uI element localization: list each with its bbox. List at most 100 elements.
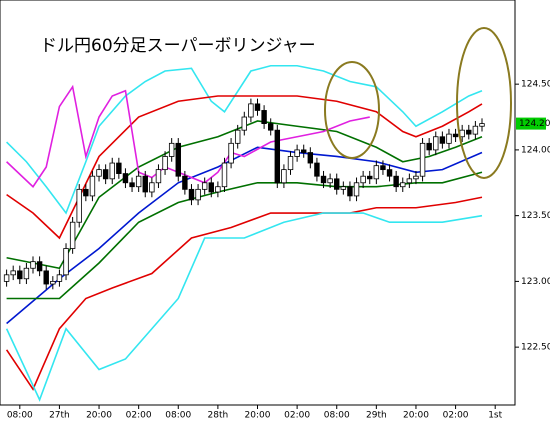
x-tick-label: 27th (49, 411, 70, 421)
candle-body (472, 125, 479, 135)
x-tick-label: 28th (208, 411, 229, 421)
candle-body (400, 182, 406, 188)
plot-layer (3, 64, 485, 402)
candle-body (261, 110, 267, 125)
y-tick-label: 124.50 (521, 80, 550, 90)
candle-body (129, 182, 135, 188)
plot-frame (0, 0, 516, 406)
candle-body (452, 133, 459, 138)
x-tick-label: 20:00 (86, 411, 112, 421)
x-tick-label: 08:00 (7, 411, 33, 421)
candle-body (63, 248, 69, 276)
candle-body (56, 274, 63, 282)
candle-body (267, 123, 274, 131)
candle-body (360, 175, 366, 184)
candle-body (353, 182, 360, 197)
candle-body (102, 169, 109, 180)
candle-body (221, 162, 228, 188)
candle-body (89, 175, 96, 197)
candle-body (327, 178, 333, 184)
candle-body (301, 149, 307, 153)
candle-body (439, 136, 446, 144)
x-tick-label: 08:00 (165, 411, 191, 421)
x-tick-label: 02:00 (284, 411, 310, 421)
candle-body (69, 221, 76, 249)
candle-body (195, 188, 201, 201)
candle-body (3, 274, 10, 282)
x-tick-label: 02:00 (126, 411, 152, 421)
y-tick-label: 123.00 (521, 277, 550, 287)
candle-body (287, 156, 294, 171)
candle-body (116, 162, 122, 174)
candle-body (393, 175, 399, 188)
candle-body (201, 182, 208, 190)
candle-body (162, 156, 168, 171)
candle-body (175, 142, 181, 177)
y-tick-label: 123.50 (521, 211, 550, 221)
candle-body (281, 169, 287, 184)
candle-body (188, 188, 195, 201)
highlight-ellipse (456, 27, 512, 179)
candle-body (334, 178, 340, 190)
candle-body (314, 162, 320, 177)
candle-body (406, 178, 413, 184)
candle-body (149, 182, 155, 193)
x-tick-label: 20:00 (403, 411, 429, 421)
candle-body (182, 175, 188, 190)
candle-body (446, 133, 452, 144)
candle-body (109, 162, 115, 180)
candle-body (135, 175, 142, 188)
candle-body (380, 165, 386, 171)
candle-body (10, 270, 16, 276)
candle-body (274, 129, 281, 184)
candle-body (17, 270, 23, 280)
candle-body (386, 169, 393, 177)
candle-body (36, 261, 43, 272)
candle-body (426, 142, 432, 151)
candle-body (367, 175, 373, 180)
x-tick-label: 20:00 (245, 411, 271, 421)
candle-body (419, 142, 426, 177)
band-line (5, 212, 483, 402)
candle-body (413, 175, 419, 180)
band-line (5, 196, 483, 391)
candle-body (142, 175, 148, 193)
band-line (6, 64, 483, 215)
x-tick-label: 08:00 (324, 411, 350, 421)
candle-body (23, 267, 30, 280)
candle-body (83, 188, 89, 197)
candle-body (50, 280, 56, 285)
candle-body (433, 136, 439, 151)
candle-body (254, 103, 261, 111)
candle-body (248, 103, 254, 118)
candle-body (228, 142, 234, 164)
candle-body (155, 169, 162, 184)
candle-body (76, 188, 82, 223)
x-tick-label: 02:00 (443, 411, 469, 421)
candle-body (466, 129, 472, 135)
candle-body (340, 186, 347, 190)
last-price-box (516, 117, 546, 130)
y-tick-label: 122.50 (521, 343, 550, 353)
candle-body (373, 165, 380, 180)
candle-body (479, 123, 485, 127)
candle-body (294, 149, 300, 157)
candle-body (241, 116, 248, 131)
candle-body (234, 129, 241, 144)
candle-body (30, 261, 36, 269)
candle-body (208, 182, 214, 193)
highlight-ellipse (324, 61, 380, 159)
candle-body (320, 175, 327, 184)
candle-body (43, 270, 49, 285)
x-tick-label: 1st (488, 411, 502, 421)
chart-title: ドル円60分足スーパーボリンジャー (40, 36, 316, 56)
candle-body (168, 142, 175, 157)
y-tick-label: 124.00 (521, 145, 550, 155)
candle-body (307, 152, 314, 164)
candle-body (347, 186, 353, 197)
candle-body (122, 173, 129, 184)
x-tick-label: 29th (366, 411, 387, 421)
candle-body (96, 169, 102, 177)
candle-body (215, 186, 221, 193)
